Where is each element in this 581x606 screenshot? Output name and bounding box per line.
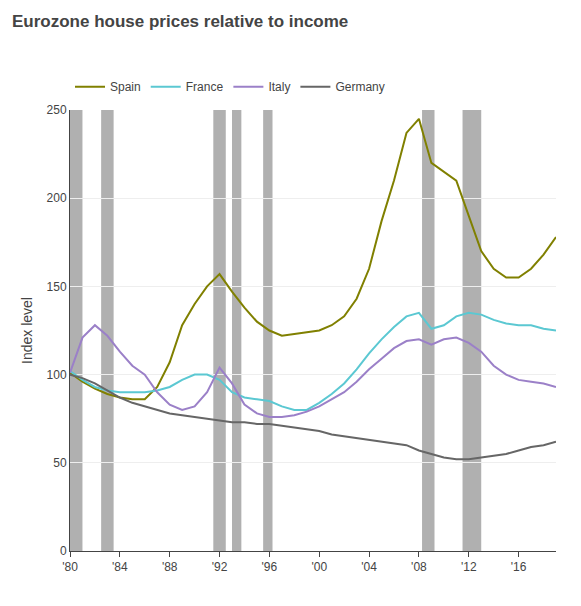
- svg-text:'80: '80: [62, 560, 78, 574]
- svg-text:250: 250: [47, 103, 67, 117]
- svg-text:'92: '92: [212, 560, 228, 574]
- svg-text:Spain: Spain: [110, 80, 141, 94]
- svg-text:200: 200: [47, 191, 67, 205]
- svg-text:'88: '88: [162, 560, 178, 574]
- svg-text:Germany: Germany: [335, 80, 384, 94]
- svg-text:'00: '00: [311, 560, 327, 574]
- svg-text:Italy: Italy: [268, 80, 290, 94]
- svg-text:150: 150: [47, 280, 67, 294]
- svg-text:0: 0: [60, 544, 67, 558]
- svg-text:'04: '04: [361, 560, 377, 574]
- svg-text:France: France: [186, 80, 224, 94]
- svg-text:'16: '16: [511, 560, 527, 574]
- svg-text:50: 50: [53, 456, 67, 470]
- svg-text:Eurozone house prices relative: Eurozone house prices relative to income: [12, 12, 348, 31]
- svg-text:'08: '08: [411, 560, 427, 574]
- svg-text:'96: '96: [262, 560, 278, 574]
- svg-text:'12: '12: [461, 560, 477, 574]
- svg-text:Index level: Index level: [19, 297, 35, 364]
- svg-text:100: 100: [47, 368, 67, 382]
- svg-text:'84: '84: [112, 560, 128, 574]
